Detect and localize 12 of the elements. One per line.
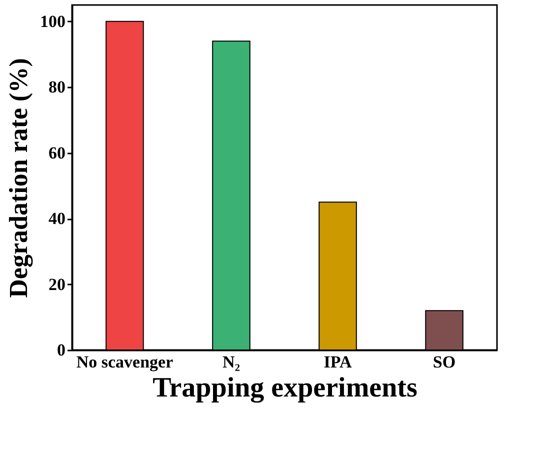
y-tick-label: 100	[40, 12, 66, 31]
y-tick-label: 80	[48, 78, 66, 97]
x-tick-label: SO	[432, 352, 456, 372]
x-tick-label: No scavenger	[76, 352, 174, 372]
x-tick-label: N₂	[222, 352, 240, 372]
y-tick-label: 60	[48, 143, 66, 162]
y-tick-label: 0	[57, 340, 66, 360]
y-axis-title: Degradation rate (%)	[4, 58, 33, 298]
y-tick-label: 20	[48, 274, 66, 294]
y-tick-label: 40	[48, 209, 66, 228]
x-axis-title: Trapping experiments	[152, 372, 418, 404]
x-tick-label: IPA	[324, 352, 352, 372]
